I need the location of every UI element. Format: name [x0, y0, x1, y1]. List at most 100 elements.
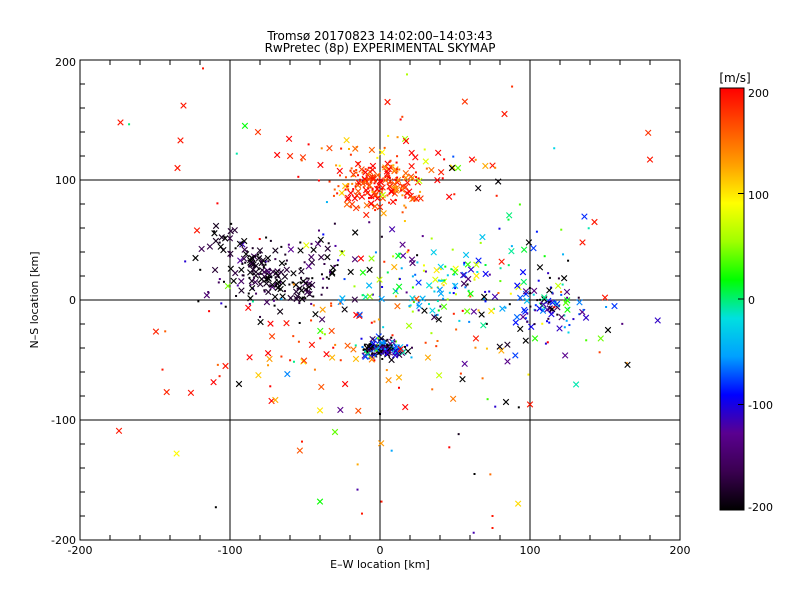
data-point-dot [537, 279, 540, 282]
data-point-dot [416, 254, 419, 257]
data-point-x [299, 154, 307, 161]
data-point-dot [454, 287, 457, 290]
data-point-x [241, 122, 249, 130]
data-point-x [479, 233, 486, 241]
data-point-dot [408, 305, 411, 308]
data-point-dot [392, 190, 395, 193]
data-point-dot [361, 294, 364, 297]
data-point-x [478, 311, 485, 318]
data-point-x [269, 268, 277, 276]
data-point-dot [287, 243, 290, 246]
data-point-dot [587, 227, 590, 230]
data-point-dot [507, 218, 510, 221]
data-point-x [376, 203, 384, 211]
data-point-dot [454, 293, 457, 296]
data-point-dot [547, 301, 550, 304]
colorbar-ticks [738, 87, 744, 511]
chart-title: Tromsø 20170823 14:02:00–14:03:43 [266, 29, 492, 43]
scatter-points [115, 67, 661, 534]
data-point-x [467, 290, 474, 297]
data-point-dot [356, 463, 359, 466]
data-point-x [339, 295, 346, 302]
data-point-x [347, 268, 354, 276]
data-point-x [115, 427, 123, 434]
data-point-dot [424, 341, 427, 344]
data-point-dot [338, 174, 341, 177]
data-point-dot [304, 297, 307, 300]
data-point-x [383, 168, 391, 175]
y-axis-label: N–S location [km] [28, 251, 41, 348]
data-point-x [431, 313, 438, 321]
data-point-dot [577, 296, 580, 299]
data-point-dot [291, 281, 294, 284]
data-point-x [316, 498, 324, 505]
data-point-dot [355, 171, 358, 174]
data-point-x [475, 257, 482, 264]
data-point-dot [361, 171, 364, 174]
data-point-dot [406, 251, 409, 254]
data-point-dot [354, 185, 357, 188]
data-point-dot [396, 155, 399, 158]
data-point-dot [390, 344, 393, 347]
data-point-dot [543, 255, 546, 258]
data-point-dot [389, 181, 392, 184]
data-point-x [495, 178, 502, 185]
data-point-dot [499, 280, 502, 283]
data-point-x [174, 164, 181, 172]
data-point-x [293, 295, 300, 303]
data-point-dot [373, 359, 376, 362]
data-point-dot [301, 440, 303, 443]
data-point-x [255, 255, 263, 262]
data-point-dot [473, 278, 476, 281]
data-point-dot [508, 303, 511, 306]
data-point-dot [578, 313, 581, 316]
data-point-dot [350, 167, 353, 170]
data-point-x [317, 161, 324, 169]
data-point-dot [280, 298, 283, 301]
data-point-dot [401, 211, 404, 214]
data-point-x [562, 299, 570, 306]
data-point-dot [222, 248, 225, 251]
data-point-dot [128, 123, 131, 126]
data-point-x [308, 253, 315, 261]
data-point-x [363, 202, 371, 209]
data-point-x [378, 295, 385, 303]
data-point-x [328, 354, 336, 361]
data-point-x [268, 333, 276, 340]
data-point-x [354, 160, 362, 168]
data-point-dot [277, 276, 280, 279]
data-point-x [388, 356, 395, 364]
data-point-dot [259, 272, 262, 275]
data-point-x [434, 176, 441, 184]
data-point-dot [486, 398, 489, 401]
data-point-dot [468, 320, 471, 323]
data-point-x [283, 266, 290, 273]
data-point-dot [263, 290, 266, 293]
data-point-dot [403, 204, 406, 207]
data-point-x [362, 353, 369, 360]
data-point-x [425, 282, 433, 289]
data-point-dot [453, 273, 456, 276]
data-point-dot [546, 341, 549, 344]
data-point-x [265, 288, 272, 296]
data-point-x [435, 316, 442, 323]
data-point-dot [548, 321, 551, 324]
data-point-dot [546, 320, 549, 323]
data-point-x [498, 258, 505, 265]
data-point-dot [544, 342, 547, 345]
data-point-dot [406, 344, 409, 347]
data-point-x [212, 237, 220, 245]
y-tick-label: 100 [55, 174, 76, 187]
data-point-x [482, 162, 489, 170]
data-point-x [496, 343, 503, 350]
data-point-dot [386, 338, 389, 341]
data-point-x [392, 166, 399, 173]
data-point-x [212, 222, 220, 230]
data-point-dot [380, 191, 383, 194]
data-point-x [523, 297, 531, 304]
data-point-x [368, 146, 376, 154]
y-tick-labels: -200 -100 0 100 200 [51, 56, 76, 547]
data-point-dot [375, 349, 378, 352]
data-point-dot [507, 264, 510, 267]
data-point-dot [504, 306, 507, 309]
